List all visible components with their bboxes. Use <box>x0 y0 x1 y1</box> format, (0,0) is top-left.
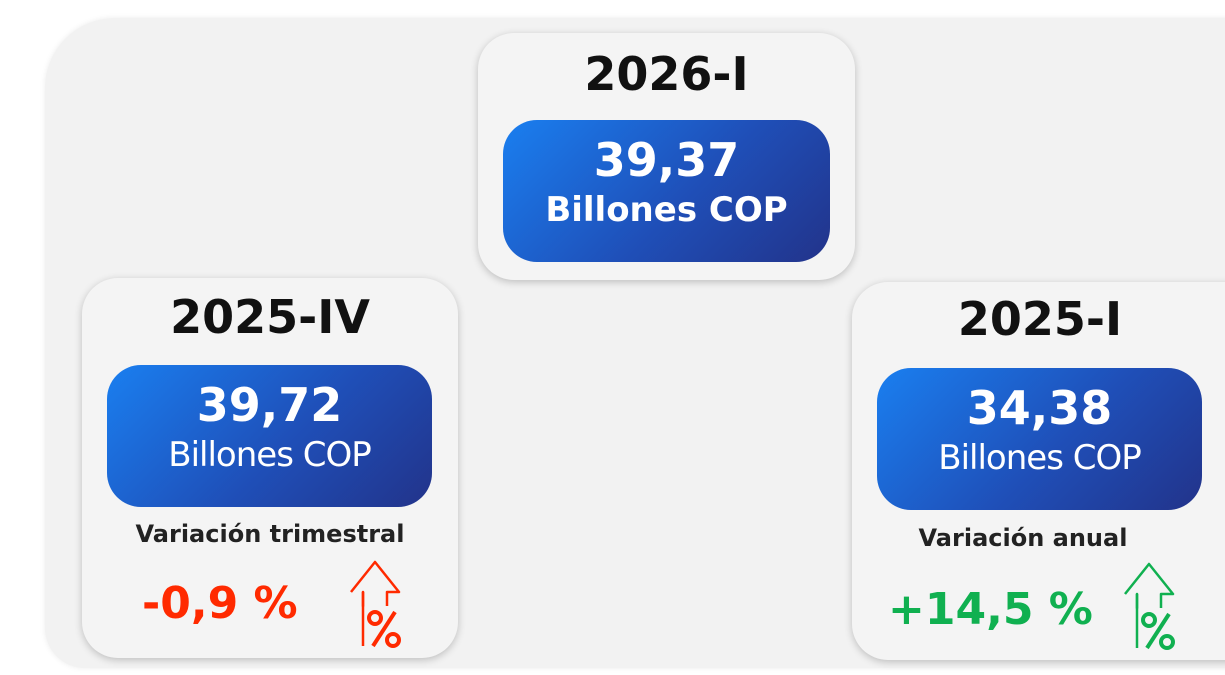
period: 2026-I <box>584 47 749 101</box>
card: 2025-I 34,38 Billones COP Variación anua… <box>852 282 1225 660</box>
value-box: 34,38 Billones COP <box>877 368 1202 510</box>
arrow-icon <box>1124 562 1175 650</box>
period: 2025-IV <box>170 290 370 344</box>
variation-label: Variación trimestral <box>135 520 405 548</box>
arrow-icon <box>350 560 401 648</box>
unit: Billones COP <box>938 438 1141 478</box>
variation: +14,5 % <box>888 584 1093 635</box>
value: 39,37 <box>593 133 740 187</box>
value: 34,38 <box>966 381 1113 435</box>
unit: Billones COP <box>168 435 371 475</box>
card: 2026-I 39,37 Billones COP <box>478 33 855 280</box>
value: 39,72 <box>196 378 343 432</box>
value-box: 39,37 Billones COP <box>503 120 830 262</box>
unit: Billones COP <box>545 190 788 230</box>
value-box: 39,72 Billones COP <box>107 365 432 507</box>
period: 2025-I <box>957 292 1123 346</box>
variation: -0,9 % <box>142 578 298 629</box>
card: 2025-IV 39,72 Billones COP Variación tri… <box>82 278 458 658</box>
variation-label: Variación anual <box>918 524 1128 552</box>
